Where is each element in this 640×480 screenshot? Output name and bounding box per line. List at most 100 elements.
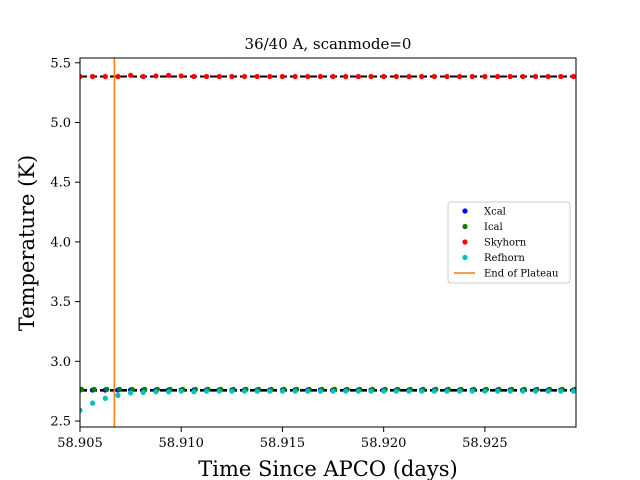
data-point <box>140 389 146 395</box>
data-point <box>406 388 412 394</box>
data-point <box>507 388 513 394</box>
x-tick-label: 58.920 <box>361 436 407 451</box>
data-point <box>482 73 488 80</box>
legend-item-ical: Ical <box>462 222 503 233</box>
legend-marker <box>462 223 468 230</box>
data-point <box>507 73 513 80</box>
data-point <box>456 388 463 394</box>
y-axis-label: Temperature (K) <box>15 155 39 331</box>
data-point <box>419 73 425 80</box>
data-point <box>102 395 108 401</box>
data-point <box>279 388 286 394</box>
data-point <box>305 388 311 394</box>
data-point <box>203 388 210 394</box>
data-point <box>469 388 475 394</box>
data-point <box>330 73 336 80</box>
data-point <box>355 73 361 80</box>
legend-box <box>447 201 571 284</box>
data-point <box>165 72 172 78</box>
data-point <box>140 73 146 80</box>
x-tick-label: 58.915 <box>260 436 306 451</box>
data-point <box>102 73 108 80</box>
data-point <box>292 388 298 394</box>
data-point <box>279 73 286 80</box>
legend-marker <box>462 254 468 261</box>
x-axis-label: Time Since APCO (days) <box>198 457 457 480</box>
legend-label: Ical <box>484 222 503 233</box>
y-tick-label: 3.5 <box>50 295 71 310</box>
legend-label: Skyhorn <box>484 238 527 249</box>
data-point <box>368 388 374 394</box>
data-point <box>482 388 488 394</box>
data-point <box>80 386 85 392</box>
data-point <box>267 388 273 394</box>
plot-frame <box>79 57 577 428</box>
series-refhorn <box>80 388 576 413</box>
data-point <box>570 388 576 394</box>
x-tick-label: 58.910 <box>158 436 204 451</box>
legend-label: Xcal <box>484 207 506 218</box>
data-point <box>532 388 539 394</box>
data-point <box>330 388 336 394</box>
plot-area <box>80 58 576 427</box>
legend-label: Refhorn <box>484 253 525 264</box>
x-tick-label: 58.925 <box>462 436 508 451</box>
data-point <box>545 388 551 394</box>
axes: 58.905 58.910 58.915 58.920 58.925 2.5 3.0 3.5 4… <box>50 56 577 451</box>
y-tick-label: 5.5 <box>50 56 71 71</box>
data-point <box>241 73 248 80</box>
data-point <box>317 388 324 394</box>
data-point <box>128 390 134 396</box>
data-point <box>90 400 96 406</box>
data-point <box>104 386 110 392</box>
data-point <box>444 73 450 80</box>
data-point <box>381 388 387 394</box>
data-point <box>520 388 526 394</box>
data-point <box>229 73 235 80</box>
data-point <box>343 73 349 80</box>
data-point <box>254 73 260 80</box>
data-point <box>203 73 210 80</box>
data-point <box>456 73 463 80</box>
data-point <box>229 388 235 394</box>
data-point <box>368 73 374 80</box>
data-point <box>116 386 123 392</box>
data-point <box>178 388 184 394</box>
data-point <box>381 73 387 80</box>
data-point <box>191 389 197 395</box>
data-point <box>431 73 437 80</box>
legend-item-end-of-plateau: End of Plateau <box>454 269 559 280</box>
data-point <box>80 73 83 80</box>
data-point <box>216 388 222 394</box>
data-point <box>165 389 172 395</box>
y-tick-label: 3.0 <box>50 355 71 370</box>
legend-marker <box>462 208 468 214</box>
data-point <box>90 73 96 80</box>
data-point <box>545 73 551 80</box>
data-point <box>153 73 159 79</box>
data-point <box>494 73 501 80</box>
data-point <box>469 73 475 80</box>
data-point <box>115 392 121 398</box>
legend: Xcal Ical Skyhorn Refhorn End of Plateau <box>447 201 571 284</box>
data-point <box>558 73 564 80</box>
plot-content <box>80 58 576 427</box>
data-point <box>520 73 526 80</box>
legend-item-refhorn: Refhorn <box>462 253 525 264</box>
chart-title: 36/40 A, scanmode=0 <box>245 35 412 53</box>
data-point <box>494 388 501 394</box>
y-tick-label: 2.5 <box>50 415 71 430</box>
data-point <box>178 73 184 79</box>
legend-label: End of Plateau <box>484 269 559 280</box>
data-point <box>317 73 324 80</box>
data-point <box>91 386 97 392</box>
y-tick-label: 4.5 <box>50 176 71 191</box>
y-tick-label: 4.0 <box>50 235 71 250</box>
data-point <box>267 73 273 80</box>
data-point <box>241 388 248 394</box>
series-skyhorn <box>80 72 576 80</box>
data-point <box>343 388 349 394</box>
data-point <box>406 73 412 80</box>
data-point <box>393 73 399 80</box>
